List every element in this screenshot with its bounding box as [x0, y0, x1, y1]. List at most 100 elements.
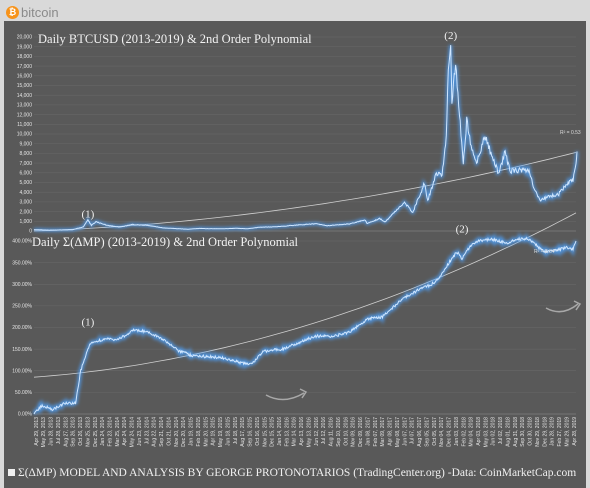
x-tick-label: Jun 23, 2014 — [137, 417, 143, 446]
x-tick-label: Oct 05, 2017 — [432, 417, 438, 446]
x-tick-label: Apr 03, 2018 — [476, 417, 482, 446]
x-tick-label: Jul 12, 2016 — [321, 417, 327, 444]
x-tick-label: Oct 21, 2014 — [166, 417, 172, 446]
brand-wordmark: bitcoin — [21, 4, 59, 20]
footer-credit: Σ(ΔMP) MODEL AND ANALYSIS BY GEORGE PROT… — [4, 459, 586, 488]
btcusd-r-squared-label: R² = 0.53 — [560, 130, 581, 136]
x-tick-label: Oct 30, 2018 — [528, 417, 534, 446]
x-tick-label: Nov 29, 2018 — [535, 417, 541, 447]
x-tick-label: Aug 17, 2015 — [240, 417, 246, 447]
y-tick-label: 0.00% — [18, 412, 33, 418]
x-tick-label: Sep 16, 2015 — [247, 417, 253, 447]
y-tick-label: 8,000 — [19, 151, 32, 157]
x-tick-label: Jan 03, 2018 — [454, 417, 460, 446]
x-tick-label: Nov 04, 2017 — [439, 417, 445, 447]
y-tick-label: 16,000 — [17, 74, 33, 80]
x-tick-label: Sep 10, 2016 — [336, 417, 342, 447]
x-tick-label: Jun 02, 2018 — [491, 417, 497, 446]
x-tick-label: Aug 31, 2018 — [513, 417, 519, 447]
y-tick-label: 250.00% — [12, 304, 32, 310]
y-tick-label: 50.00% — [15, 390, 33, 396]
y-tick-label: 6,000 — [19, 171, 32, 177]
btcusd-y-axis: 0 1,000 2,000 3,000 4,000 5,000 6,000 7,000 8,00… — [17, 35, 33, 235]
x-tick-label: Jan 28, 2019 — [550, 417, 556, 446]
y-tick-label: 2,000 — [19, 209, 32, 215]
x-tick-label: Jun 07, 2017 — [402, 417, 408, 446]
x-tick-label: Aug 06, 2017 — [417, 417, 423, 447]
x-tick-label: Jun 28, 2013 — [48, 417, 54, 446]
sigma-r-squared-label: R² = 0.84 — [534, 249, 555, 255]
y-tick-label: 12,000 — [17, 112, 33, 118]
y-tick-label: 1,000 — [19, 219, 32, 225]
x-axis-labels: Apr 29, 2013 May 29, 2013 Jun 28, 2013 Jul … — [34, 417, 578, 448]
y-tick-label: 18,000 — [17, 54, 33, 60]
sigma-grid — [34, 240, 576, 415]
x-tick-label: Feb 27, 2019 — [557, 417, 563, 447]
y-tick-label: 100.00% — [12, 368, 32, 374]
x-tick-label: Jul 02, 2018 — [498, 417, 504, 444]
x-tick-label: Jun 12, 2016 — [314, 417, 320, 446]
y-tick-label: 300.00% — [12, 282, 32, 288]
x-tick-label: Jan 14, 2016 — [277, 417, 283, 446]
bullet-square-icon — [8, 469, 15, 476]
y-tick-label: 200.00% — [12, 325, 32, 331]
x-tick-label: Apr 13, 2016 — [299, 417, 305, 446]
btcusd-annotation-1: (1) — [81, 208, 94, 220]
x-tick-label: Aug 11, 2016 — [329, 417, 335, 447]
x-tick-label: Mar 09, 2017 — [380, 417, 386, 447]
footer-credit-text: Σ(ΔMP) MODEL AND ANALYSIS BY GEORGE PROT… — [18, 467, 577, 479]
y-tick-label: 5,000 — [19, 180, 32, 186]
y-tick-label: 13,000 — [17, 103, 33, 109]
btcusd-price-line — [33, 45, 578, 231]
x-tick-label: Aug 22, 2014 — [152, 417, 158, 447]
y-tick-label: 350.00% — [12, 260, 32, 266]
y-tick-label: 0 — [29, 229, 32, 235]
x-tick-label: Dec 04, 2017 — [447, 417, 453, 447]
y-tick-label: 400.00% — [12, 239, 32, 245]
x-tick-label: May 08, 2017 — [395, 417, 401, 448]
x-tick-label: Oct 10, 2016 — [343, 417, 349, 446]
x-tick-label: Feb 07, 2017 — [373, 417, 379, 447]
sigma-y-axis: 0.00% 50.00% 100.00% 150.00% 200.00% 250.00% 3… — [12, 239, 32, 418]
x-tick-label: May 24, 2014 — [130, 417, 136, 448]
btcusd-price-glow — [33, 44, 579, 232]
sigma-line — [33, 236, 577, 415]
trend-arrow-head-icon — [299, 388, 308, 399]
x-tick-label: May 19, 2015 — [218, 417, 224, 448]
x-tick-label: Jul 18, 2015 — [233, 417, 239, 444]
x-tick-label: Mar 20, 2015 — [203, 417, 209, 447]
x-tick-label: May 03, 2018 — [483, 417, 489, 448]
sigma-panel: 0.00% 50.00% 100.00% 150.00% 200.00% 250.00% 3… — [12, 212, 582, 418]
x-tick-label: Dec 20, 2014 — [181, 417, 187, 447]
trend-arrow-head-icon — [573, 300, 582, 311]
x-tick-label: Sep 26, 2013 — [71, 417, 77, 447]
x-tick-label: Apr 24, 2014 — [122, 417, 128, 446]
sigma-annotation-1: (1) — [81, 316, 94, 328]
x-tick-label: Sep 30, 2018 — [520, 417, 526, 447]
x-tick-label: Mar 14, 2016 — [292, 417, 298, 447]
y-tick-label: 15,000 — [17, 83, 33, 89]
x-tick-label: Nov 20, 2014 — [174, 417, 180, 447]
btcusd-grid — [34, 36, 576, 232]
x-tick-label: Apr 19, 2015 — [211, 417, 217, 446]
x-tick-label: Feb 13, 2016 — [284, 417, 290, 447]
brand-logo: ₿ bitcoin — [6, 4, 59, 20]
y-tick-label: 150.00% — [12, 347, 32, 353]
x-tick-label: Dec 25, 2013 — [93, 417, 99, 447]
x-tick-label: Nov 25, 2013 — [85, 417, 91, 447]
y-tick-label: 11,000 — [17, 122, 32, 128]
x-tick-label: Aug 27, 2013 — [63, 417, 69, 447]
x-tick-label: May 13, 2016 — [307, 417, 313, 448]
x-tick-label: Nov 15, 2015 — [262, 417, 268, 447]
y-tick-label: 19,000 — [17, 44, 33, 50]
y-tick-label: 3,000 — [19, 200, 32, 206]
x-tick-label: Jan 24, 2014 — [100, 417, 106, 446]
y-tick-label: 9,000 — [19, 141, 32, 147]
x-tick-label: Mar 29, 2019 — [564, 417, 570, 447]
x-tick-label: Jul 23, 2014 — [144, 417, 150, 444]
y-tick-label: 14,000 — [17, 93, 33, 99]
x-tick-label: Aug 01, 2018 — [506, 417, 512, 447]
x-tick-label: Feb 18, 2015 — [196, 417, 202, 447]
x-tick-label: Jul 28, 2013 — [56, 417, 62, 444]
